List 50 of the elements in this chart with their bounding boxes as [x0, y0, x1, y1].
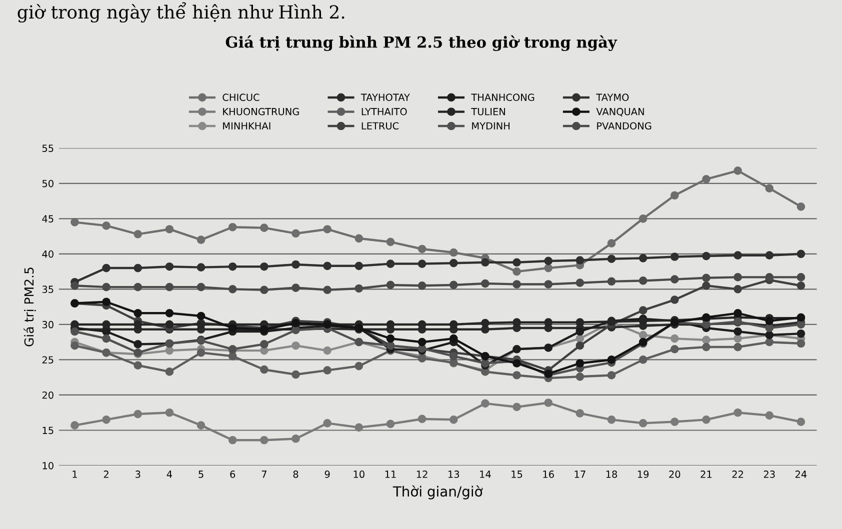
legend-label: LETRUC	[362, 122, 399, 130]
legend-label: THANHCONG	[471, 94, 534, 102]
x-tick-label: 5	[198, 470, 204, 478]
x-tick-label: 4	[166, 470, 172, 478]
x-tick-label: 3	[136, 470, 140, 478]
x-tick-label: 15	[512, 470, 522, 478]
legend-label: TAYMO	[596, 94, 629, 102]
y-tick-label: 40	[42, 250, 54, 258]
text: giờ trong ngày thể hiện như Hình 2.	[18, 2, 344, 23]
chart-title: Giá trị trung bình PM 2.5 theo giờ trong ngày	[226, 35, 618, 52]
x-tick-label: 19	[638, 470, 649, 478]
x-tick-label: 21	[700, 470, 712, 478]
legend-label: TAYHOTAY	[360, 94, 410, 102]
x-tick-label: 18	[606, 470, 618, 478]
x-tick-label: 1	[72, 470, 77, 478]
x-tick-label: 24	[795, 470, 807, 478]
x-axis-title: Thời gian/giờ	[392, 485, 483, 500]
x-tick-label: 7	[262, 470, 266, 478]
legend-label: KHUONGTRUNG	[223, 108, 299, 116]
y-tick-label: 50	[42, 180, 54, 188]
x-tick-label: 11	[385, 470, 396, 478]
x-tick-label: 12	[416, 470, 428, 478]
y-tick-label: 20	[42, 391, 54, 399]
y-tick-label: 15	[42, 426, 54, 434]
y-tick-label: 45	[42, 215, 54, 222]
y-tick-label: 35	[42, 286, 54, 294]
legend-label: MINHKHAI	[223, 122, 270, 130]
x-tick-label: 22	[732, 470, 744, 478]
legend-label: TULIEN	[471, 108, 505, 116]
y-tick-label: 10	[42, 462, 54, 470]
y-tick-label: 55	[42, 144, 54, 152]
legend-label: PVANDONG	[597, 122, 652, 130]
x-tick-label: 16	[543, 470, 554, 478]
y-tick-label: 30	[42, 320, 54, 328]
x-tick-label: 20	[669, 470, 680, 478]
x-tick-label: 14	[480, 470, 491, 478]
legend-label: LYTHAITO	[362, 108, 407, 116]
legend-label: CHICUC	[222, 94, 260, 102]
x-tick-label: 23	[764, 470, 775, 478]
x-tick-label: 10	[354, 470, 364, 478]
x-tick-label: 2	[104, 470, 108, 478]
x-tick-label: 17	[574, 470, 586, 478]
legend-label: MYDINH	[472, 122, 510, 130]
x-tick-label: 6	[230, 470, 236, 478]
x-tick-label: 9	[324, 470, 330, 478]
x-tick-label: 13	[448, 470, 460, 478]
y-axis-title: Giá trị PM2.5	[24, 268, 36, 346]
y-tick-label: 25	[42, 356, 54, 364]
x-tick-label: 8	[293, 470, 298, 478]
legend-label: VANQUAN	[596, 108, 644, 116]
